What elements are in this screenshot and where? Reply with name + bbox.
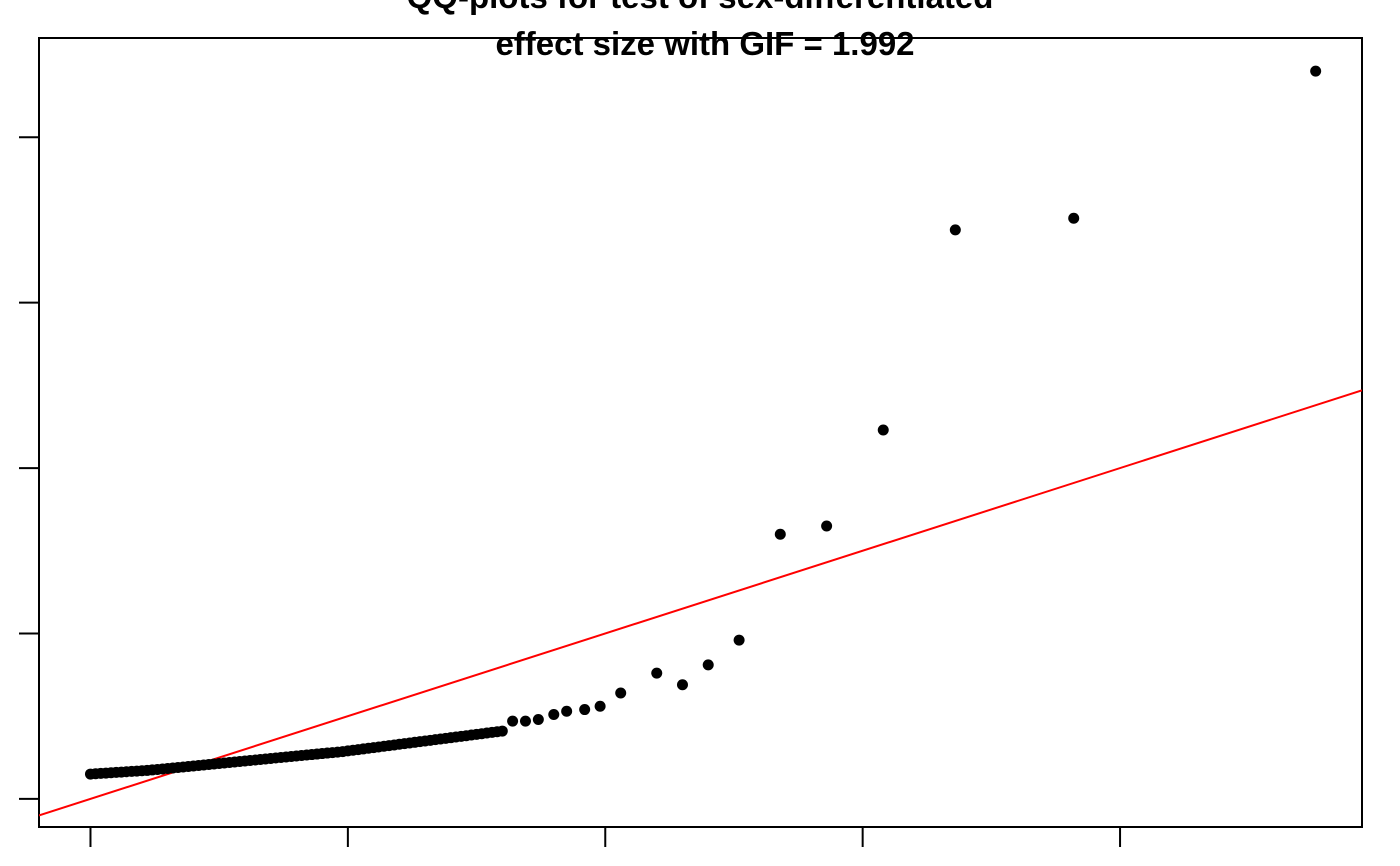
data-point-85 [561, 705, 573, 717]
reference-line [39, 389, 1362, 817]
data-point-92 [733, 634, 745, 646]
data-points [84, 65, 1322, 780]
data-point-88 [615, 687, 627, 699]
data-point-98 [1310, 65, 1322, 77]
x-axis-ticks [89, 827, 1122, 847]
data-point-82 [519, 715, 531, 727]
chart-title-line-2: effect size with GIF = 1.992 [495, 25, 914, 62]
data-point-96 [949, 224, 961, 236]
data-point-81 [507, 715, 519, 727]
plot-frame [38, 37, 1363, 828]
chart-title-line-1: QQ-plots for test of sex-differentiated [407, 0, 994, 15]
data-point-80 [496, 725, 508, 737]
data-point-93 [774, 528, 786, 540]
data-point-91 [702, 659, 714, 671]
data-point-83 [532, 713, 544, 725]
y-axis-ticks [19, 136, 39, 800]
data-point-97 [1068, 212, 1080, 224]
data-point-95 [877, 424, 889, 436]
data-point-87 [594, 700, 606, 712]
data-point-89 [651, 667, 663, 679]
data-point-86 [579, 704, 591, 716]
data-point-90 [676, 679, 688, 691]
data-point-84 [548, 709, 560, 721]
data-point-94 [821, 520, 833, 532]
